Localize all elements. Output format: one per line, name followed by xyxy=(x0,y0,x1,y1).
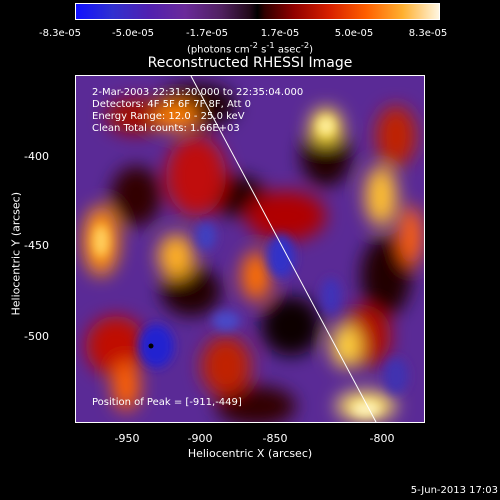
info-counts: Clean Total counts: 1.66E+03 xyxy=(92,123,240,134)
x-tick: -900 xyxy=(187,432,213,445)
colorbar-tick: 8.3e-05 xyxy=(408,28,448,39)
x-tick: -950 xyxy=(114,432,140,445)
colorbar-tick: 5.0e-05 xyxy=(334,28,374,39)
y-tick: -500 xyxy=(24,330,49,343)
colorbar-unit: (photons cm-2 s-1 asec-2) xyxy=(186,40,314,56)
x-tick: -850 xyxy=(262,432,288,445)
info-energy: Energy Range: 12.0 - 25.0 keV xyxy=(92,111,245,122)
x-axis-title: Heliocentric X (arcsec) xyxy=(187,447,313,460)
colorbar-tick: -5.0e-05 xyxy=(112,28,154,39)
image-title: Reconstructed RHESSI Image xyxy=(147,55,353,71)
y-tick: -400 xyxy=(24,150,49,163)
y-axis-title: Heliocentric Y (arcsec) xyxy=(9,191,23,316)
colorbar-tick: -8.3e-05 xyxy=(39,28,81,39)
colorbar-ticks: -8.3e-05 -5.0e-05 -1.7e-05 1.7e-05 5.0e-… xyxy=(0,0,500,40)
timestamp: 5-Jun-2013 17:03 xyxy=(410,485,498,496)
peak-position: Position of Peak = [-911,-449] xyxy=(92,397,242,408)
info-time: 2-Mar-2003 22:31:20.000 to 22:35:04.000 xyxy=(92,87,304,98)
x-tick: -800 xyxy=(369,432,395,445)
colorbar xyxy=(75,3,440,20)
colorbar-tick: 1.7e-05 xyxy=(260,28,300,39)
y-tick: -450 xyxy=(24,239,49,252)
rhessi-image xyxy=(75,75,425,423)
colorbar-tick: -1.7e-05 xyxy=(186,28,228,39)
info-detectors: Detectors: 4F 5F 6F 7F 8F, Att 0 xyxy=(92,99,252,110)
